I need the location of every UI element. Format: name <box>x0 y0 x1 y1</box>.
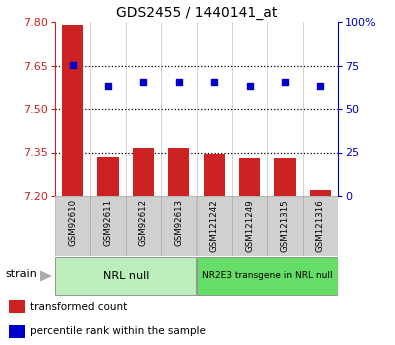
Bar <box>9 300 24 313</box>
Text: GSM121249: GSM121249 <box>245 199 254 252</box>
Point <box>140 79 147 85</box>
Text: NR2E3 transgene in NRL null: NR2E3 transgene in NRL null <box>202 272 333 280</box>
Text: NRL null: NRL null <box>103 271 149 281</box>
Point <box>211 79 217 85</box>
Bar <box>9 325 24 338</box>
Title: GDS2455 / 1440141_at: GDS2455 / 1440141_at <box>116 6 277 20</box>
Text: strain: strain <box>5 269 37 279</box>
Bar <box>274 158 295 196</box>
Text: GSM121242: GSM121242 <box>210 199 219 252</box>
Text: GSM92613: GSM92613 <box>174 199 183 246</box>
Bar <box>133 148 154 196</box>
Polygon shape <box>40 270 52 282</box>
FancyBboxPatch shape <box>126 196 161 256</box>
FancyBboxPatch shape <box>197 196 232 256</box>
Bar <box>98 157 118 196</box>
Text: GSM92612: GSM92612 <box>139 199 148 246</box>
Point <box>176 79 182 85</box>
Bar <box>310 190 331 196</box>
FancyBboxPatch shape <box>161 196 196 256</box>
Point <box>282 79 288 85</box>
Text: GSM121316: GSM121316 <box>316 199 325 252</box>
Bar <box>239 158 260 196</box>
Text: transformed count: transformed count <box>30 302 128 312</box>
Text: GSM92610: GSM92610 <box>68 199 77 246</box>
Point <box>246 83 253 88</box>
Point <box>105 83 111 89</box>
Bar <box>203 154 225 196</box>
Point <box>70 62 76 67</box>
Text: GSM92611: GSM92611 <box>103 199 113 246</box>
FancyBboxPatch shape <box>303 196 338 256</box>
Text: GSM121315: GSM121315 <box>280 199 290 252</box>
FancyBboxPatch shape <box>55 196 90 256</box>
FancyBboxPatch shape <box>55 257 196 295</box>
FancyBboxPatch shape <box>267 196 303 256</box>
Bar <box>168 148 190 196</box>
FancyBboxPatch shape <box>232 196 267 256</box>
Point <box>317 83 324 89</box>
Text: percentile rank within the sample: percentile rank within the sample <box>30 326 206 336</box>
Bar <box>62 25 83 196</box>
FancyBboxPatch shape <box>90 196 126 256</box>
FancyBboxPatch shape <box>197 257 338 295</box>
